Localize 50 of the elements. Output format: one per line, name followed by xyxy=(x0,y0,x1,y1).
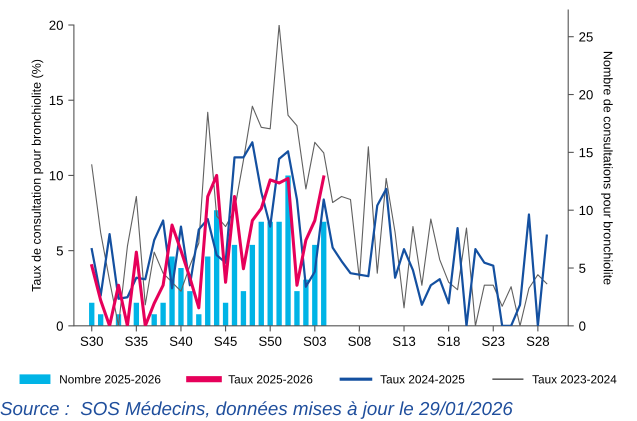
x-tick-label: S45 xyxy=(214,336,237,346)
legend-label: Taux 2024-2025 xyxy=(380,375,464,384)
y2-tick-label: 5 xyxy=(579,264,586,273)
y2-axis-title: Nombre de consultations pour bronchiolite xyxy=(601,52,613,285)
bar xyxy=(240,291,246,326)
x-tick-label: S23 xyxy=(482,336,504,346)
y-tick-label: 15 xyxy=(50,96,63,106)
x-tick-label: S30 xyxy=(80,336,103,346)
x-tick-label: S08 xyxy=(348,336,371,346)
line-series xyxy=(90,141,548,326)
y-axis-title: Taux de consultation pour bronchiolite (%) xyxy=(32,60,44,292)
legend-label: Taux 2023-2024 xyxy=(532,375,616,384)
bar xyxy=(89,302,94,326)
y2-tick-label: 20 xyxy=(579,90,593,100)
y2-tick-label: 15 xyxy=(580,148,593,158)
y-tick-label: 5 xyxy=(56,246,63,256)
legend-label: Nombre 2025-2026 xyxy=(60,374,160,384)
bar xyxy=(232,244,238,326)
bar xyxy=(268,222,273,326)
bar xyxy=(222,302,228,326)
y2-tick-label: 10 xyxy=(580,206,593,216)
y-tick-label: 20 xyxy=(49,20,63,30)
bar xyxy=(134,302,140,326)
bar xyxy=(196,314,202,326)
x-tick-label: S18 xyxy=(438,336,460,346)
bar xyxy=(205,256,210,326)
y2-tick-label: 25 xyxy=(579,32,593,42)
bar xyxy=(258,222,264,326)
y-tick-label: 0 xyxy=(56,321,63,331)
x-tick-label: S50 xyxy=(259,336,282,346)
x-tick-label: S13 xyxy=(392,336,416,346)
y2-tick-label: 0 xyxy=(579,321,586,331)
x-tick-label: S28 xyxy=(526,336,550,346)
bar xyxy=(187,291,193,326)
bar xyxy=(160,302,166,326)
x-tick-label: S40 xyxy=(170,336,192,346)
bar xyxy=(276,222,282,326)
legend-label: Taux 2025-2026 xyxy=(228,375,312,384)
y-tick-label: 10 xyxy=(50,171,63,180)
bar xyxy=(250,244,256,326)
x-tick-label: S35 xyxy=(125,336,148,346)
bar xyxy=(98,314,104,326)
bar xyxy=(214,210,220,326)
line-series xyxy=(90,174,326,326)
bar xyxy=(294,291,300,326)
bar xyxy=(303,280,309,326)
bar xyxy=(321,222,326,326)
bar xyxy=(152,314,157,326)
source-note: Source : SOS Médecins, données mises à jour le 29/01/2026 xyxy=(0,401,513,419)
x-tick-label: S03 xyxy=(304,336,326,346)
